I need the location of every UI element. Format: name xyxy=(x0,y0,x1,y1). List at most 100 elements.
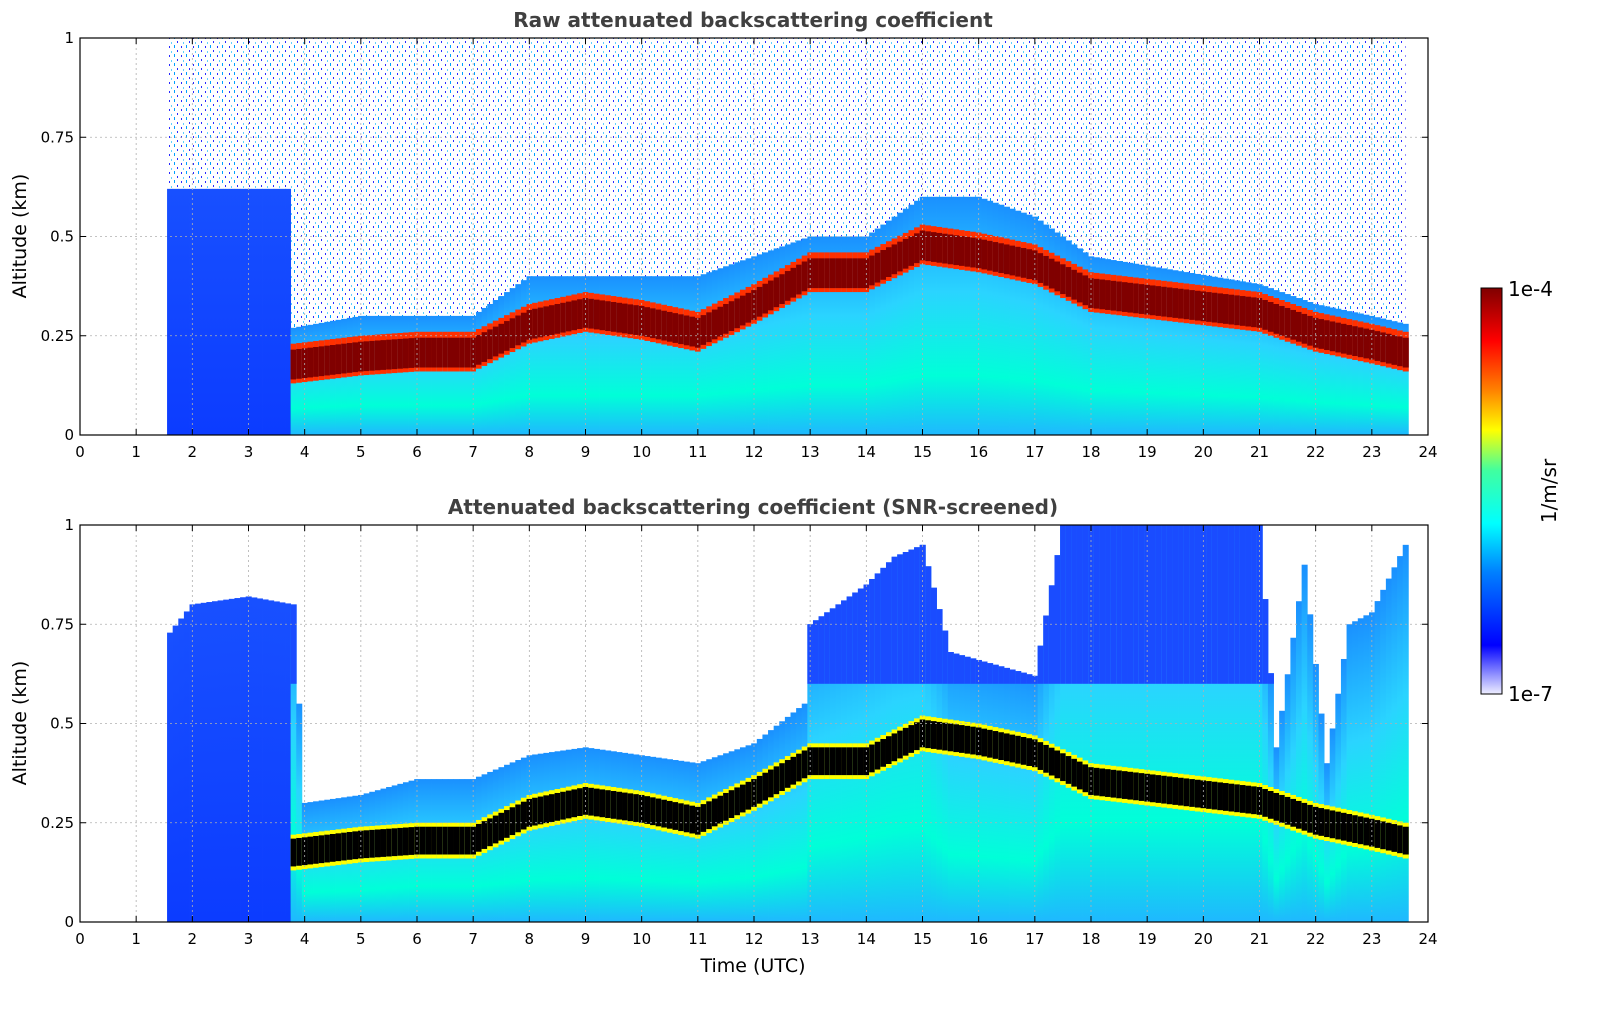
max-backscatter-layer xyxy=(762,283,769,314)
x-tick-label: 13 xyxy=(801,443,820,461)
cloud-column xyxy=(992,664,999,684)
max-backscatter-layer xyxy=(1312,317,1319,348)
x-tick-label: 12 xyxy=(744,443,763,461)
aerosol-column xyxy=(1324,306,1331,435)
saturated-layer xyxy=(397,827,404,856)
screened-column xyxy=(947,652,954,922)
cloud-column xyxy=(1144,525,1151,684)
aerosol-column xyxy=(1183,272,1190,435)
max-backscatter-layer xyxy=(857,258,864,289)
saturated-layer xyxy=(734,787,741,816)
saturated-layer xyxy=(515,804,522,833)
backscatter-image-screened xyxy=(167,525,1409,922)
screened-column xyxy=(953,653,960,922)
max-backscatter-layer xyxy=(1251,297,1258,328)
aerosol-column xyxy=(369,315,376,435)
max-backscatter-layer xyxy=(622,303,629,334)
cloud-column xyxy=(936,609,943,684)
max-backscatter-layer xyxy=(1161,286,1168,317)
panel-screened: Attenuated backscattering coefficient (S… xyxy=(9,495,1438,977)
cloud-column xyxy=(1155,525,1162,684)
max-backscatter-layer xyxy=(1076,272,1083,303)
aerosol-column xyxy=(768,250,775,435)
max-backscatter-layer xyxy=(1206,292,1213,322)
max-backscatter-layer xyxy=(891,244,898,275)
aerosol-column xyxy=(447,315,454,435)
saturated-layer xyxy=(627,793,634,822)
screened-column xyxy=(745,745,752,922)
screened-column xyxy=(290,604,297,922)
max-backscatter-layer xyxy=(745,292,752,323)
aerosol-column xyxy=(1363,314,1370,435)
screened-column xyxy=(1037,645,1044,922)
saturated-layer xyxy=(442,826,449,855)
max-backscatter-layer xyxy=(447,337,454,368)
max-backscatter-layer xyxy=(756,286,763,317)
max-backscatter-layer xyxy=(1200,291,1207,322)
saturated-layer xyxy=(560,791,567,820)
x-tick-label: 0 xyxy=(75,443,85,461)
max-backscatter-layer xyxy=(504,321,511,351)
x-tick-label: 1 xyxy=(131,930,141,948)
screened-column xyxy=(571,748,578,922)
saturated-layer xyxy=(1267,790,1274,819)
max-backscatter-layer xyxy=(543,306,550,337)
screened-column xyxy=(526,755,533,922)
max-backscatter-layer xyxy=(296,348,303,379)
x-tick-label: 6 xyxy=(412,930,422,948)
max-backscatter-layer xyxy=(464,337,471,368)
screened-column xyxy=(1194,525,1201,922)
max-backscatter-layer xyxy=(1346,325,1353,355)
screened-column xyxy=(1206,525,1213,922)
aerosol-column xyxy=(172,188,179,435)
max-backscatter-layer xyxy=(650,308,657,339)
screened-column xyxy=(167,632,174,922)
x-tick-label: 18 xyxy=(1081,443,1100,461)
aerosol-column xyxy=(622,276,629,435)
cloud-column xyxy=(1189,525,1196,684)
screened-column xyxy=(1149,525,1156,922)
max-backscatter-layer xyxy=(1003,244,1010,275)
aerosol-column xyxy=(897,212,904,435)
saturated-layer xyxy=(1110,769,1117,798)
saturated-layer xyxy=(307,836,314,865)
screened-column xyxy=(1273,747,1280,922)
saturated-layer xyxy=(335,833,342,862)
saturated-layer xyxy=(475,823,482,852)
saturated-layer xyxy=(987,729,994,758)
saturated-layer xyxy=(818,747,825,776)
max-backscatter-layer xyxy=(358,341,365,372)
screened-column xyxy=(964,656,971,922)
saturated-layer xyxy=(1251,786,1258,815)
screened-column xyxy=(672,760,679,922)
saturated-layer xyxy=(1032,739,1039,768)
x-tick-label: 0 xyxy=(75,930,85,948)
saturated-layer xyxy=(537,796,544,825)
y-axis-screened: 0 0.25 0.5 0.75 1 xyxy=(41,516,1428,931)
saturated-layer xyxy=(650,797,657,826)
max-backscatter-layer xyxy=(953,235,960,266)
aerosol-column xyxy=(223,188,230,435)
x-tick-label: 10 xyxy=(632,443,651,461)
screened-column xyxy=(251,597,258,922)
screened-column xyxy=(599,749,606,922)
aerosol-column xyxy=(273,188,280,435)
saturated-layer xyxy=(532,797,539,826)
aerosol-column xyxy=(1391,321,1398,435)
aerosol-column xyxy=(1245,282,1252,435)
cloud-column xyxy=(1020,672,1027,684)
aerosol-column xyxy=(1032,216,1039,435)
saturated-layer xyxy=(329,833,336,862)
max-backscatter-layer xyxy=(633,305,640,335)
saturated-layer xyxy=(464,826,471,855)
aerosol-column xyxy=(425,315,432,435)
saturated-layer xyxy=(1037,742,1044,770)
cloud-column xyxy=(1060,525,1067,684)
cloud-column xyxy=(869,578,876,684)
aerosol-column xyxy=(442,315,449,435)
aerosol-column xyxy=(1093,257,1100,435)
saturated-layer xyxy=(498,812,505,841)
max-backscatter-layer xyxy=(1391,335,1398,365)
aerosol-column xyxy=(582,276,589,435)
